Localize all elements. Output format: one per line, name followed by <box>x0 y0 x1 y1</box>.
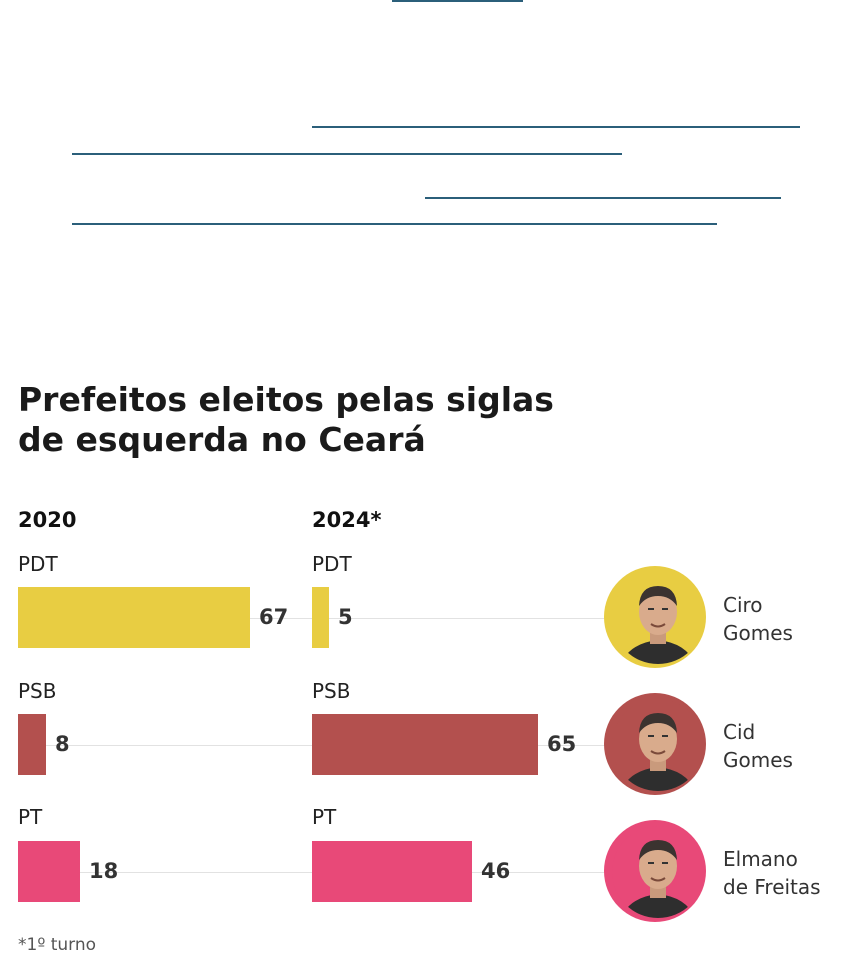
bar-pdt-2024 <box>312 587 329 648</box>
footnote: *1º turno <box>18 935 97 955</box>
value-label-pdt-2020: 67 <box>259 604 289 629</box>
chart-title: Prefeitos eleitos pelas siglas de esquer… <box>18 380 618 460</box>
leader-name: Ciro Gomes <box>723 591 793 647</box>
portrait-elmano-de-freitas <box>604 820 706 922</box>
person-icon <box>612 699 704 791</box>
person-icon <box>612 826 704 918</box>
party-label-pdt-2020: PDT <box>18 552 58 576</box>
value-label-pt-2024: 46 <box>481 858 511 883</box>
value-label-pt-2020: 18 <box>89 858 119 883</box>
value-label-psb-2020: 8 <box>55 731 70 756</box>
link-underline[interactable] <box>392 0 523 2</box>
leader-name: Cid Gomes <box>723 718 793 774</box>
leader-name-line: Elmano <box>723 847 798 871</box>
portrait-ciro-gomes <box>604 566 706 668</box>
leader-name-line: Gomes <box>723 748 793 772</box>
bar-psb-2020 <box>18 714 46 775</box>
portrait-cid-gomes <box>604 693 706 795</box>
leader-name-line: Cid <box>723 720 756 744</box>
person-icon <box>612 572 704 664</box>
party-label-psb-2024: PSB <box>312 679 351 703</box>
party-label-pt-2024: PT <box>312 805 337 829</box>
bar-pt-2020 <box>18 841 80 902</box>
link-underline[interactable] <box>72 153 622 155</box>
bar-pdt-2020 <box>18 587 250 648</box>
value-label-pdt-2024: 5 <box>338 604 353 629</box>
party-label-psb-2020: PSB <box>18 679 57 703</box>
link-underline[interactable] <box>425 197 781 199</box>
leader-name: Elmano de Freitas <box>723 845 821 901</box>
link-underline[interactable] <box>72 223 717 225</box>
leader-name-line: Gomes <box>723 621 793 645</box>
party-label-pdt-2024: PDT <box>312 552 352 576</box>
year-heading-2024: 2024* <box>312 508 382 532</box>
leader-name-line: de Freitas <box>723 875 821 899</box>
bar-psb-2024 <box>312 714 538 775</box>
leader-name-line: Ciro <box>723 593 763 617</box>
value-label-psb-2024: 65 <box>547 731 577 756</box>
party-label-pt-2020: PT <box>18 805 43 829</box>
link-underline[interactable] <box>312 126 800 128</box>
bar-pt-2024 <box>312 841 472 902</box>
chart-title-line: de esquerda no Ceará <box>18 420 426 459</box>
year-heading-2020: 2020 <box>18 508 77 532</box>
chart-title-line: Prefeitos eleitos pelas siglas <box>18 380 554 419</box>
